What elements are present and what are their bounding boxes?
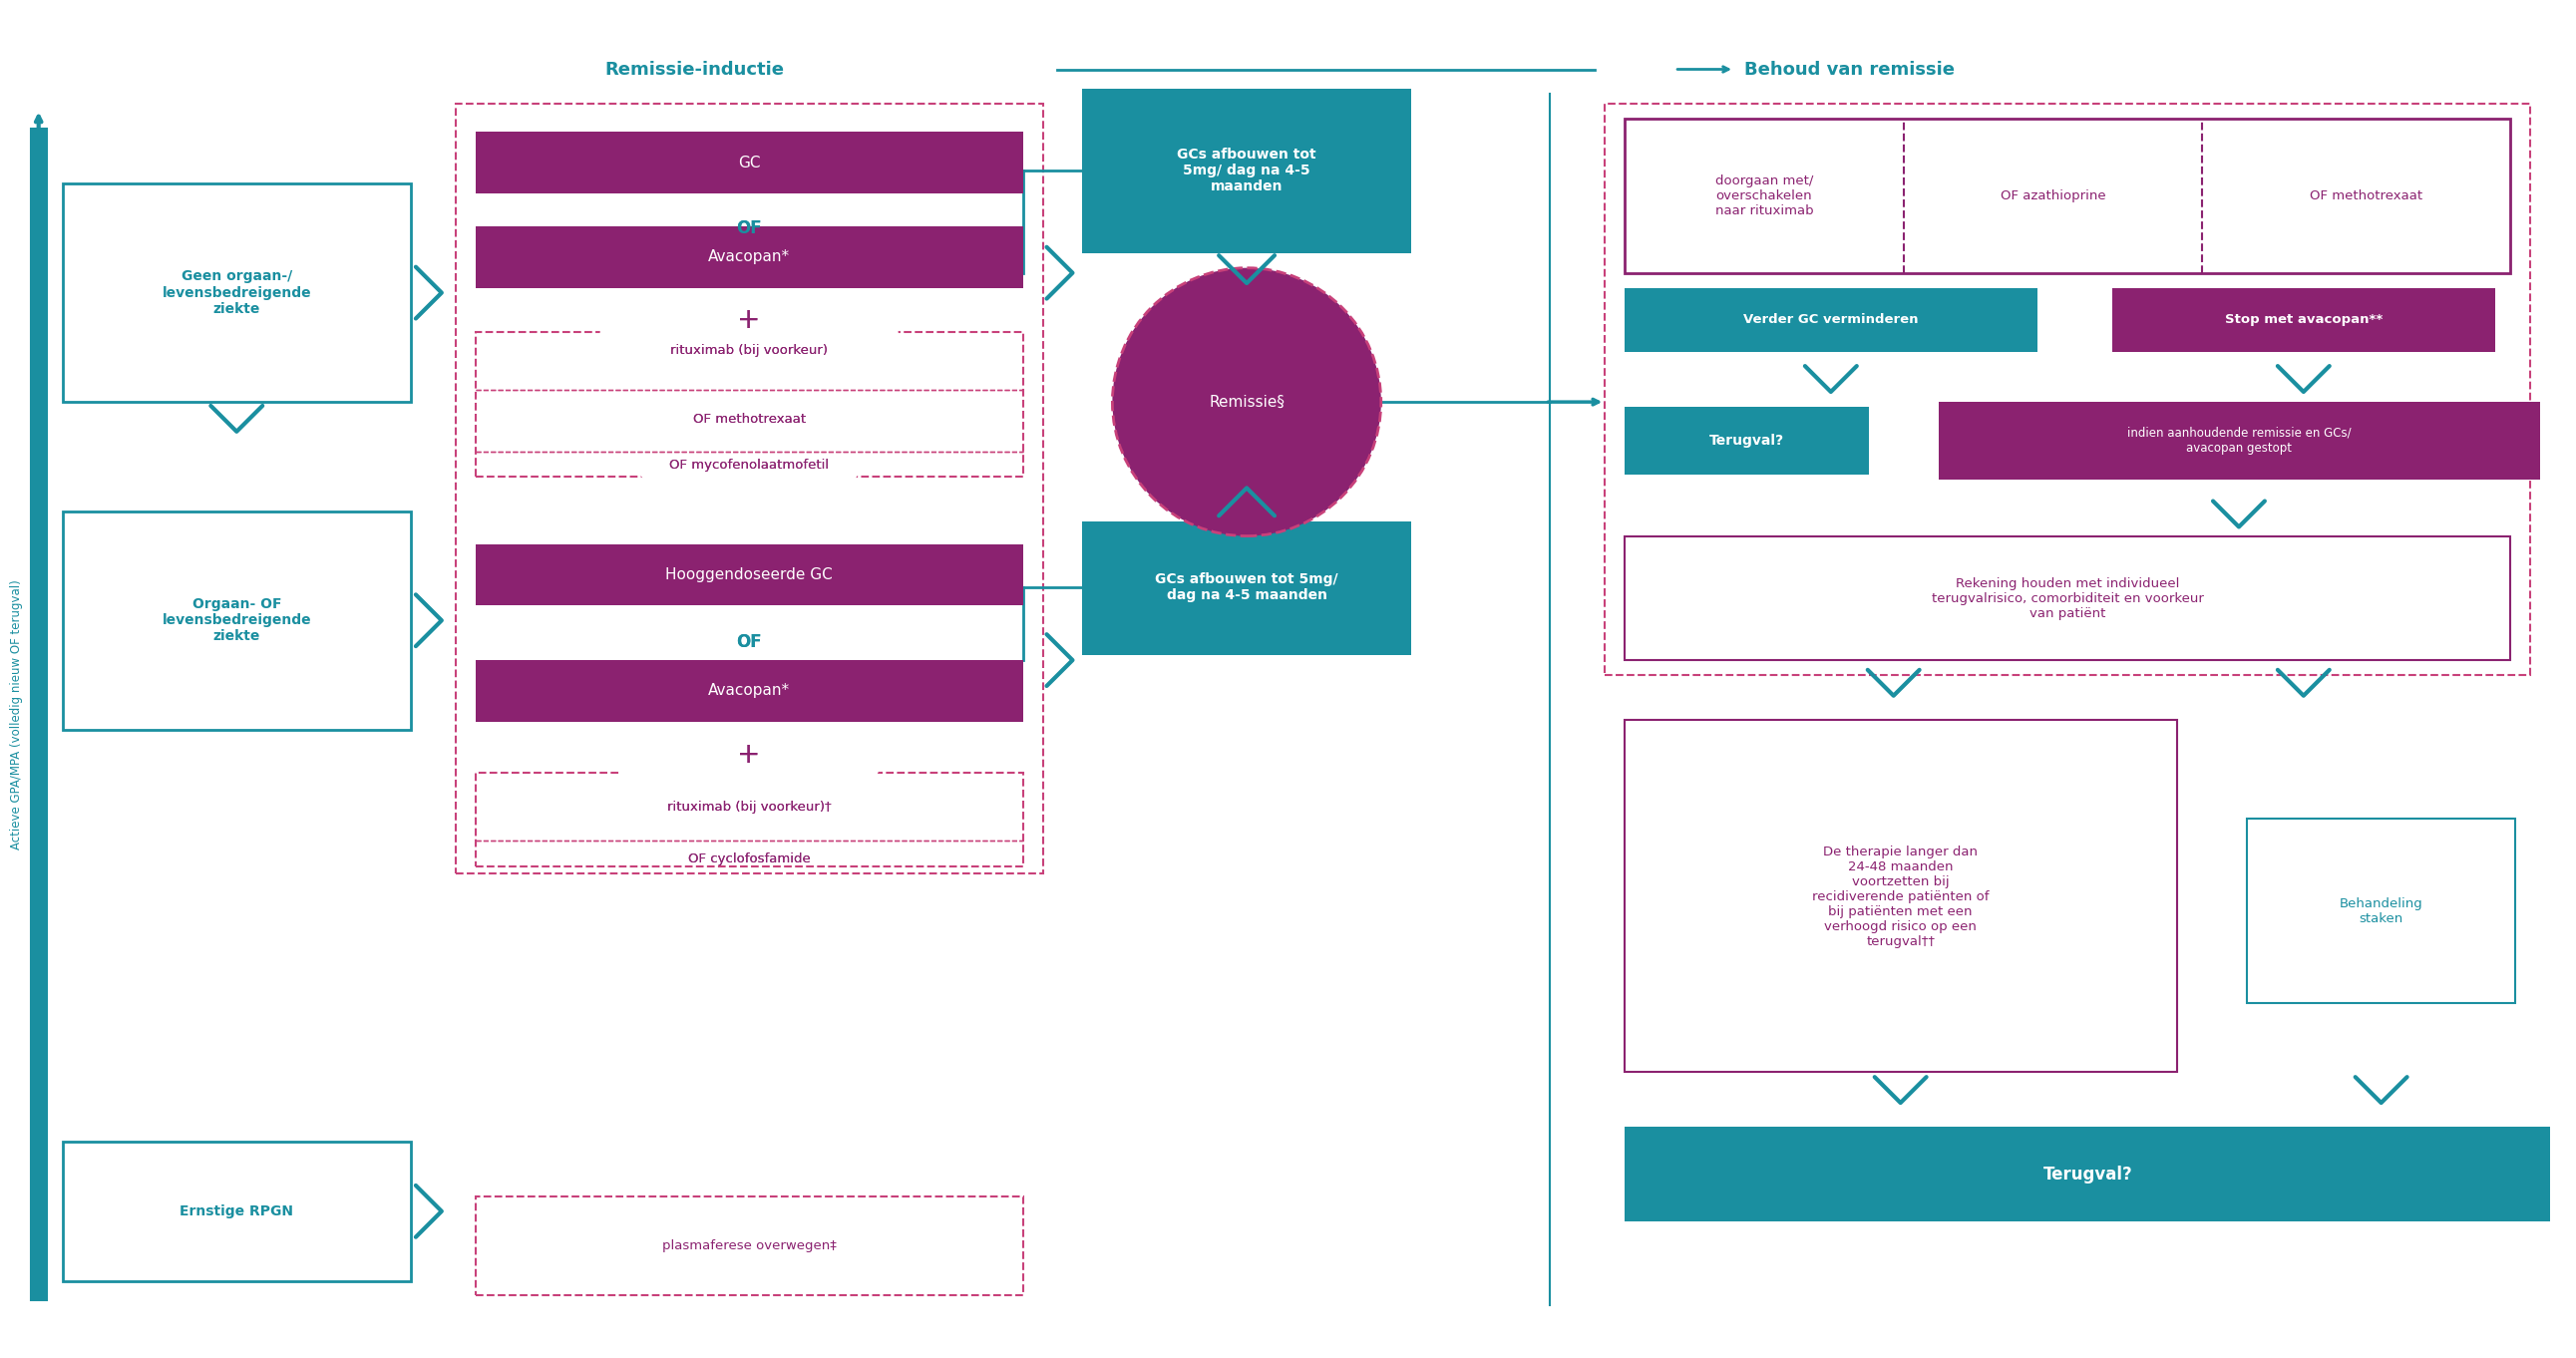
Text: +: + xyxy=(737,740,760,769)
Text: +: + xyxy=(737,740,760,769)
Bar xyxy=(1625,720,2177,1073)
Text: rituximab (bij voorkeur): rituximab (bij voorkeur) xyxy=(670,344,827,357)
Text: OF: OF xyxy=(737,219,762,238)
Text: OF: OF xyxy=(737,633,762,652)
Text: Terugval?: Terugval? xyxy=(1708,433,1783,448)
Bar xyxy=(1625,1127,2550,1221)
Bar xyxy=(1625,536,2512,660)
Bar xyxy=(477,132,1023,193)
Ellipse shape xyxy=(600,149,899,536)
Bar xyxy=(1082,521,1412,655)
Bar xyxy=(477,227,1023,288)
Text: Avacopan*: Avacopan* xyxy=(708,250,791,265)
Text: Avacopan*: Avacopan* xyxy=(708,683,791,698)
Text: Terugval?: Terugval? xyxy=(2043,1165,2133,1183)
Text: Behoud van remissie: Behoud van remissie xyxy=(1744,60,1955,79)
Text: OF: OF xyxy=(737,219,762,238)
Text: OF methotrexaat: OF methotrexaat xyxy=(2311,190,2421,202)
Bar xyxy=(1937,402,2540,479)
Bar xyxy=(477,227,1023,288)
Text: OF methotrexaat: OF methotrexaat xyxy=(693,413,806,425)
Text: Actieve GPA/MPA (volledig nieuw OF terugval): Actieve GPA/MPA (volledig nieuw OF terug… xyxy=(10,580,23,850)
Bar xyxy=(477,660,1023,721)
Text: Rekening houden met individueel
terugvalrisico, comorbiditeit en voorkeur
van pa: Rekening houden met individueel terugval… xyxy=(1932,577,2202,621)
Text: OF azathioprine: OF azathioprine xyxy=(1999,190,2105,202)
Ellipse shape xyxy=(600,511,899,858)
Text: +: + xyxy=(737,307,760,334)
Circle shape xyxy=(1113,268,1381,536)
Text: OF mycofenolaatmofetil: OF mycofenolaatmofetil xyxy=(670,459,829,473)
Bar xyxy=(477,545,1023,606)
Bar xyxy=(477,333,1023,477)
Text: rituximab (bij voorkeur)†: rituximab (bij voorkeur)† xyxy=(667,801,832,813)
Bar xyxy=(456,105,1043,873)
Text: OF methotrexaat: OF methotrexaat xyxy=(693,413,806,425)
Text: OF cyclofosfamide: OF cyclofosfamide xyxy=(688,853,811,865)
Bar xyxy=(477,660,1023,721)
Text: Avacopan*: Avacopan* xyxy=(708,683,791,698)
Text: Verder GC verminderen: Verder GC verminderen xyxy=(1744,314,1919,326)
Text: Geen orgaan-/
levensbedreigende
ziekte: Geen orgaan-/ levensbedreigende ziekte xyxy=(162,270,312,316)
Text: plasmaferese overwegen‡: plasmaferese overwegen‡ xyxy=(662,1240,837,1252)
Text: De therapie langer dan
24-48 maanden
voortzetten bij
recidiverende patiënten of
: De therapie langer dan 24-48 maanden voo… xyxy=(1811,845,1989,948)
Text: indien aanhoudende remissie en GCs/
avacopan gestopt: indien aanhoudende remissie en GCs/ avac… xyxy=(2128,426,2352,455)
Bar xyxy=(477,1196,1023,1296)
Bar xyxy=(1605,105,2530,675)
Text: Ernstige RPGN: Ernstige RPGN xyxy=(180,1205,294,1218)
Text: Remissie§: Remissie§ xyxy=(1208,394,1285,409)
Text: OF cyclofosfamide: OF cyclofosfamide xyxy=(688,853,811,865)
Text: Hooggendoseerde GC: Hooggendoseerde GC xyxy=(665,568,832,583)
Bar xyxy=(62,1142,410,1281)
Text: doorgaan met/
overschakelen
naar rituximab: doorgaan met/ overschakelen naar rituxim… xyxy=(1716,175,1814,217)
Text: GC: GC xyxy=(737,155,760,170)
Text: Avacopan*: Avacopan* xyxy=(708,250,791,265)
Text: Orgaan- OF
levensbedreigende
ziekte: Orgaan- OF levensbedreigende ziekte xyxy=(162,598,312,644)
Bar xyxy=(62,511,410,729)
Text: GCs afbouwen tot
5mg/ dag na 4-5
maanden: GCs afbouwen tot 5mg/ dag na 4-5 maanden xyxy=(1177,148,1316,194)
Text: Behandeling
staken: Behandeling staken xyxy=(2339,898,2424,925)
Bar xyxy=(2112,288,2496,352)
Text: Hooggendoseerde GC: Hooggendoseerde GC xyxy=(665,568,832,583)
Bar xyxy=(62,183,410,402)
Text: Stop met avacopan**: Stop met avacopan** xyxy=(2226,314,2383,326)
Bar xyxy=(2246,819,2517,1002)
Text: +: + xyxy=(737,307,760,334)
Bar xyxy=(1625,120,2512,273)
Bar xyxy=(1625,407,1868,474)
Text: Remissie-inductie: Remissie-inductie xyxy=(605,60,783,79)
Bar xyxy=(477,132,1023,193)
Bar xyxy=(477,773,1023,866)
Text: GC: GC xyxy=(737,155,760,170)
Bar xyxy=(1625,288,2038,352)
Bar xyxy=(31,129,46,1301)
Text: GCs afbouwen tot 5mg/
dag na 4-5 maanden: GCs afbouwen tot 5mg/ dag na 4-5 maanden xyxy=(1154,573,1340,603)
Text: rituximab (bij voorkeur)†: rituximab (bij voorkeur)† xyxy=(667,801,832,813)
Text: rituximab (bij voorkeur): rituximab (bij voorkeur) xyxy=(670,344,827,357)
Text: OF: OF xyxy=(737,633,762,652)
Bar xyxy=(477,545,1023,606)
Text: OF mycofenolaatmofetil: OF mycofenolaatmofetil xyxy=(670,459,829,473)
Bar xyxy=(1082,90,1412,253)
